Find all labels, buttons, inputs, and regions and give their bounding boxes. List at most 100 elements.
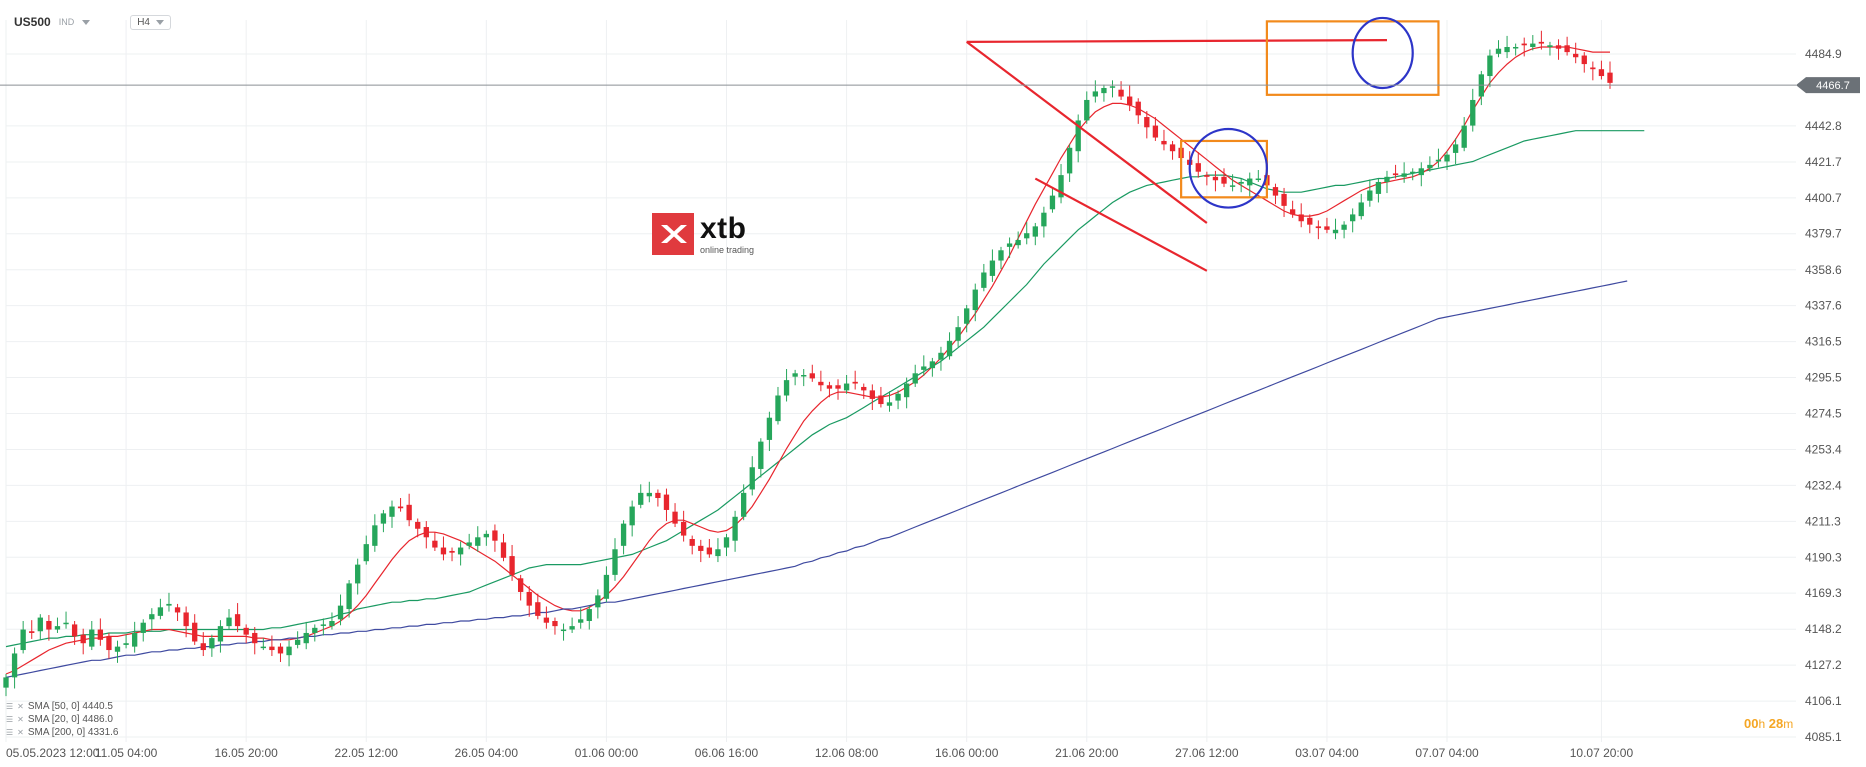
candle [1315,220,1322,240]
candle-body [1512,46,1519,49]
candle-body [432,540,438,548]
annotation-rectangle [1265,20,1440,96]
candle-body [320,624,327,626]
close-icon[interactable]: ✕ [17,728,24,737]
candle-body [140,622,146,633]
candle [183,606,189,638]
candle-body [1384,176,1390,182]
candle-body [543,617,550,623]
candle [1418,162,1424,187]
legend-item[interactable]: ☰ ✕ SMA [200, 0] 4331.6 [6,726,119,739]
candle-body [46,621,52,630]
candles [3,30,1613,697]
candle [689,535,695,555]
market-label: IND [58,17,75,27]
candle [663,488,670,522]
candle-body [989,260,996,276]
candle [758,438,764,478]
current-price-badge: 4466.7 [1796,77,1860,94]
candle [1092,80,1099,103]
candle [312,624,318,642]
close-icon[interactable]: ✕ [17,702,24,711]
candle [492,524,498,552]
candle [423,521,429,549]
y-tick-label: 4106.1 [1805,694,1842,708]
candle [775,386,781,425]
candle [1547,41,1553,56]
candle-body [955,327,961,341]
candle [174,603,181,622]
candle-body [723,537,730,548]
candle [1126,85,1133,112]
candle-body [946,340,953,357]
candle [655,489,661,507]
settings-icon[interactable]: ☰ [6,702,14,711]
candle-body [234,614,241,627]
candle-body [1109,86,1116,88]
legend-item[interactable]: ☰ ✕ SMA [50, 0] 4440.5 [6,700,119,713]
candle [706,539,713,558]
candle-body [260,646,266,649]
candle-body [929,361,936,369]
candle-body [20,629,26,651]
candle-body [1375,181,1382,194]
candle-body [303,632,309,644]
candle-body [1032,226,1038,237]
candle [620,520,627,555]
candle [818,370,824,392]
candle-body [535,602,541,616]
symbol-label[interactable]: US500 [14,15,51,29]
candle [1169,140,1176,160]
candle [1555,39,1562,60]
candle [294,631,301,649]
candle [1161,129,1167,151]
timeframe-select[interactable]: H4 [130,14,171,30]
candle [1015,231,1021,249]
candle-body [998,250,1004,261]
candle [1504,35,1510,59]
candle-body [1590,67,1596,70]
candle [1427,156,1433,172]
candle-body [174,607,181,613]
candle [981,263,987,292]
candle [723,533,730,557]
close-icon[interactable]: ✕ [17,715,24,724]
settings-icon[interactable]: ☰ [6,728,14,737]
candle-body [1470,99,1476,126]
candle [526,585,532,617]
candle [741,484,747,521]
sma-line [5,130,1645,648]
candle [715,538,721,563]
candle-body [1289,209,1296,215]
candle-body [1161,140,1167,145]
candle [200,632,206,657]
candle [1341,221,1347,239]
chevron-down-icon[interactable] [82,19,91,25]
x-tick-label: 11.05 04:00 [95,746,158,760]
candle-body [964,308,970,324]
candle [766,411,773,452]
candle [149,608,155,631]
candle [192,614,198,645]
candle-body [1049,195,1056,210]
candle [886,391,893,412]
candle-body [312,627,318,633]
candle-body [1126,96,1133,106]
settings-icon[interactable]: ☰ [6,715,14,724]
candle [29,620,35,639]
candle [843,374,850,394]
candle-body [1401,173,1407,177]
candle [1075,114,1081,163]
candle-body [183,612,189,627]
candle-body [1555,45,1562,49]
candle [552,617,558,635]
candle-body [783,380,790,396]
candle [406,493,412,527]
candle-body [1058,175,1064,198]
legend-item[interactable]: ☰ ✕ SMA [20, 0] 4486.0 [6,713,119,726]
candle-body [1341,224,1347,230]
candle-body [1581,55,1587,65]
candle-body [1521,43,1527,46]
